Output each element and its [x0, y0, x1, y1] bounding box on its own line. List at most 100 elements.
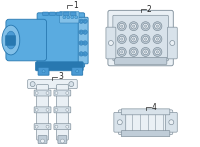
Circle shape [83, 30, 87, 34]
Circle shape [132, 51, 135, 53]
Circle shape [156, 51, 159, 53]
FancyBboxPatch shape [118, 110, 173, 135]
Text: 4: 4 [151, 103, 156, 112]
FancyBboxPatch shape [35, 26, 49, 56]
FancyBboxPatch shape [34, 90, 51, 96]
Circle shape [41, 139, 45, 143]
Circle shape [76, 70, 79, 73]
Circle shape [83, 19, 87, 23]
FancyBboxPatch shape [64, 12, 69, 16]
FancyBboxPatch shape [70, 12, 76, 16]
FancyBboxPatch shape [28, 80, 77, 89]
Circle shape [66, 108, 69, 111]
Circle shape [79, 19, 83, 23]
Circle shape [63, 16, 66, 19]
Circle shape [71, 16, 74, 19]
Circle shape [55, 108, 58, 111]
FancyBboxPatch shape [37, 13, 85, 67]
Circle shape [46, 92, 49, 95]
Circle shape [131, 36, 136, 42]
FancyBboxPatch shape [5, 36, 15, 45]
Circle shape [119, 49, 125, 55]
FancyBboxPatch shape [37, 85, 49, 140]
Circle shape [108, 41, 113, 45]
Circle shape [75, 16, 78, 19]
FancyBboxPatch shape [54, 90, 71, 96]
FancyBboxPatch shape [56, 85, 68, 140]
Circle shape [30, 82, 35, 87]
Circle shape [132, 25, 135, 27]
Circle shape [79, 30, 83, 34]
Text: 2: 2 [147, 5, 151, 14]
Circle shape [121, 25, 123, 27]
Ellipse shape [6, 31, 16, 49]
FancyBboxPatch shape [36, 62, 83, 71]
Text: 3: 3 [58, 72, 63, 81]
Circle shape [131, 49, 136, 55]
Circle shape [60, 139, 64, 143]
Circle shape [84, 53, 86, 55]
Circle shape [156, 25, 159, 27]
Circle shape [144, 38, 147, 40]
Circle shape [155, 23, 160, 29]
Circle shape [84, 20, 86, 22]
Circle shape [143, 23, 148, 29]
Circle shape [55, 125, 58, 128]
Circle shape [129, 35, 138, 44]
FancyBboxPatch shape [54, 124, 71, 130]
Circle shape [46, 108, 49, 111]
Circle shape [153, 35, 162, 44]
FancyBboxPatch shape [121, 131, 170, 137]
Circle shape [121, 51, 123, 53]
Circle shape [170, 41, 175, 45]
Circle shape [80, 31, 82, 33]
Circle shape [156, 38, 159, 40]
FancyBboxPatch shape [38, 67, 49, 75]
Circle shape [153, 22, 162, 31]
FancyBboxPatch shape [34, 124, 51, 130]
Circle shape [42, 70, 45, 73]
FancyBboxPatch shape [113, 15, 168, 61]
Circle shape [117, 47, 126, 56]
Circle shape [83, 41, 87, 45]
FancyBboxPatch shape [60, 11, 79, 23]
Circle shape [79, 41, 83, 45]
FancyBboxPatch shape [106, 27, 116, 59]
Circle shape [35, 92, 38, 95]
Text: 1: 1 [73, 1, 78, 10]
Circle shape [143, 49, 148, 55]
Circle shape [141, 47, 150, 56]
Circle shape [46, 125, 49, 128]
Circle shape [141, 22, 150, 31]
FancyBboxPatch shape [78, 17, 88, 64]
FancyBboxPatch shape [121, 109, 170, 115]
FancyBboxPatch shape [50, 12, 55, 16]
Circle shape [35, 125, 38, 128]
Ellipse shape [2, 25, 20, 55]
Circle shape [117, 120, 122, 125]
Circle shape [129, 22, 138, 31]
Circle shape [55, 92, 58, 95]
Circle shape [84, 31, 86, 33]
Circle shape [131, 23, 136, 29]
Circle shape [69, 82, 74, 87]
FancyBboxPatch shape [114, 112, 126, 132]
Circle shape [169, 120, 174, 125]
Circle shape [80, 53, 82, 55]
Circle shape [117, 35, 126, 44]
Circle shape [144, 51, 147, 53]
FancyBboxPatch shape [114, 57, 167, 64]
Circle shape [117, 22, 126, 31]
Circle shape [35, 108, 38, 111]
Circle shape [121, 38, 123, 40]
FancyBboxPatch shape [54, 107, 71, 113]
FancyBboxPatch shape [165, 112, 177, 132]
FancyBboxPatch shape [43, 12, 48, 16]
FancyBboxPatch shape [58, 136, 67, 143]
FancyBboxPatch shape [108, 10, 173, 66]
FancyBboxPatch shape [72, 67, 83, 75]
Circle shape [84, 42, 86, 44]
FancyBboxPatch shape [34, 107, 51, 113]
Circle shape [129, 47, 138, 56]
FancyBboxPatch shape [38, 136, 47, 143]
